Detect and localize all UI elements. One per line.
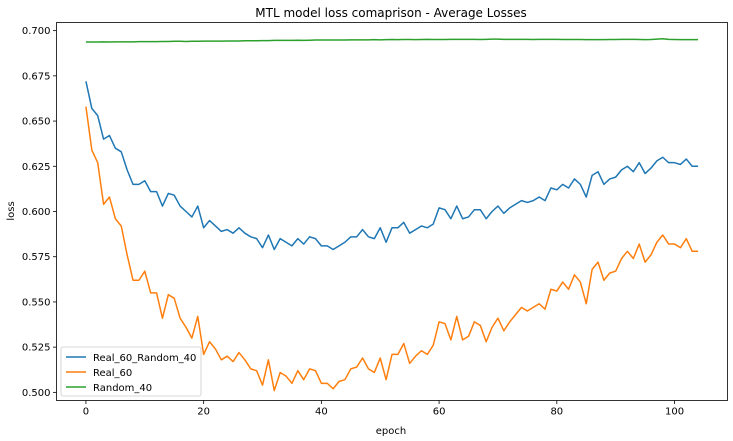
x-axis-title: epoch: [376, 426, 406, 437]
plot-frame: [56, 22, 728, 401]
legend-label-real-60: Real_60: [93, 368, 132, 379]
legend-label-real-60-random-40: Real_60_Random_40: [93, 353, 196, 364]
legend-label-random-40: Random_40: [93, 383, 152, 394]
y-tick-label: 0.500: [22, 388, 51, 399]
y-tick-label: 0.600: [22, 207, 51, 218]
y-axis-title: loss: [6, 201, 17, 220]
y-tick-label: 0.525: [22, 343, 51, 354]
y-tick-label: 0.700: [22, 26, 51, 37]
y-tick-label: 0.625: [22, 162, 51, 173]
series-line-random-40: [85, 38, 699, 43]
x-tick-label: 0: [83, 407, 89, 418]
y-tick-label: 0.575: [22, 252, 51, 263]
x-tick-label: 20: [197, 407, 210, 418]
series-line-real-60-random-40: [85, 81, 699, 251]
y-tick-label: 0.650: [22, 117, 51, 128]
x-tick-label: 100: [665, 407, 684, 418]
legend: Real_60_Random_40 Real_60 Random_40: [60, 346, 202, 397]
y-tick-label: 0.675: [22, 71, 51, 82]
legend-box: [60, 346, 202, 397]
x-tick-label: 60: [433, 407, 446, 418]
chart-title: MTL model loss comaprison - Average Loss…: [255, 6, 526, 20]
x-tick-label: 80: [550, 407, 563, 418]
series-line-real-60: [85, 106, 699, 392]
ticks-layer: 0 20 40 60 80 100 0.500 0.525 0.550 0.575 0.600 0.6…: [22, 26, 684, 417]
x-tick-label: 40: [315, 407, 328, 418]
series-layer: [85, 38, 699, 392]
y-tick-label: 0.550: [22, 297, 51, 308]
